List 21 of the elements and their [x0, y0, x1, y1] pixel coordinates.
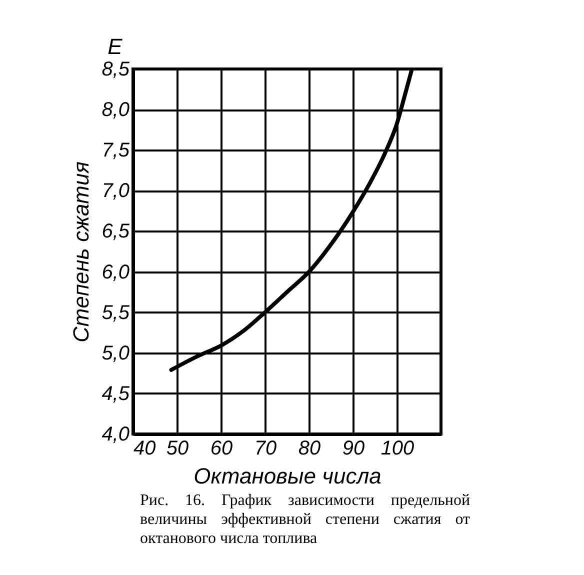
- y-tick-label: 5,0: [102, 342, 130, 364]
- y-tick-label: 6,5: [102, 220, 130, 243]
- x-tick-label: 80: [298, 438, 321, 460]
- y-tick-label: 8,5: [102, 58, 130, 80]
- y-tick-label: 4,0: [102, 424, 130, 446]
- y-tick-label: 4,5: [102, 382, 130, 405]
- x-tick-label: 90: [342, 438, 365, 460]
- y-tick-label: 6,0: [102, 261, 130, 284]
- x-tick-label: 50: [166, 438, 189, 460]
- y-tick-label: 8,0: [102, 99, 130, 122]
- y-tick-label: 7,0: [102, 180, 130, 202]
- y-tick-label: 7,5: [102, 140, 130, 162]
- x-tick-label: 70: [254, 438, 277, 460]
- x-tick-label: 100: [380, 438, 414, 460]
- text: Рис. 16. График зависимости предельной величины эффективной степени сжатия от октанового числа топлива: [140, 491, 470, 549]
- y-tick-label: 5,5: [102, 302, 130, 324]
- text: E: [108, 34, 123, 59]
- y-axis-title: Степень сжатия: [68, 161, 94, 343]
- x-tick-label: 40: [134, 438, 156, 460]
- x-axis-title: Октановые числа: [194, 464, 382, 488]
- x-tick-label: 60: [210, 438, 233, 460]
